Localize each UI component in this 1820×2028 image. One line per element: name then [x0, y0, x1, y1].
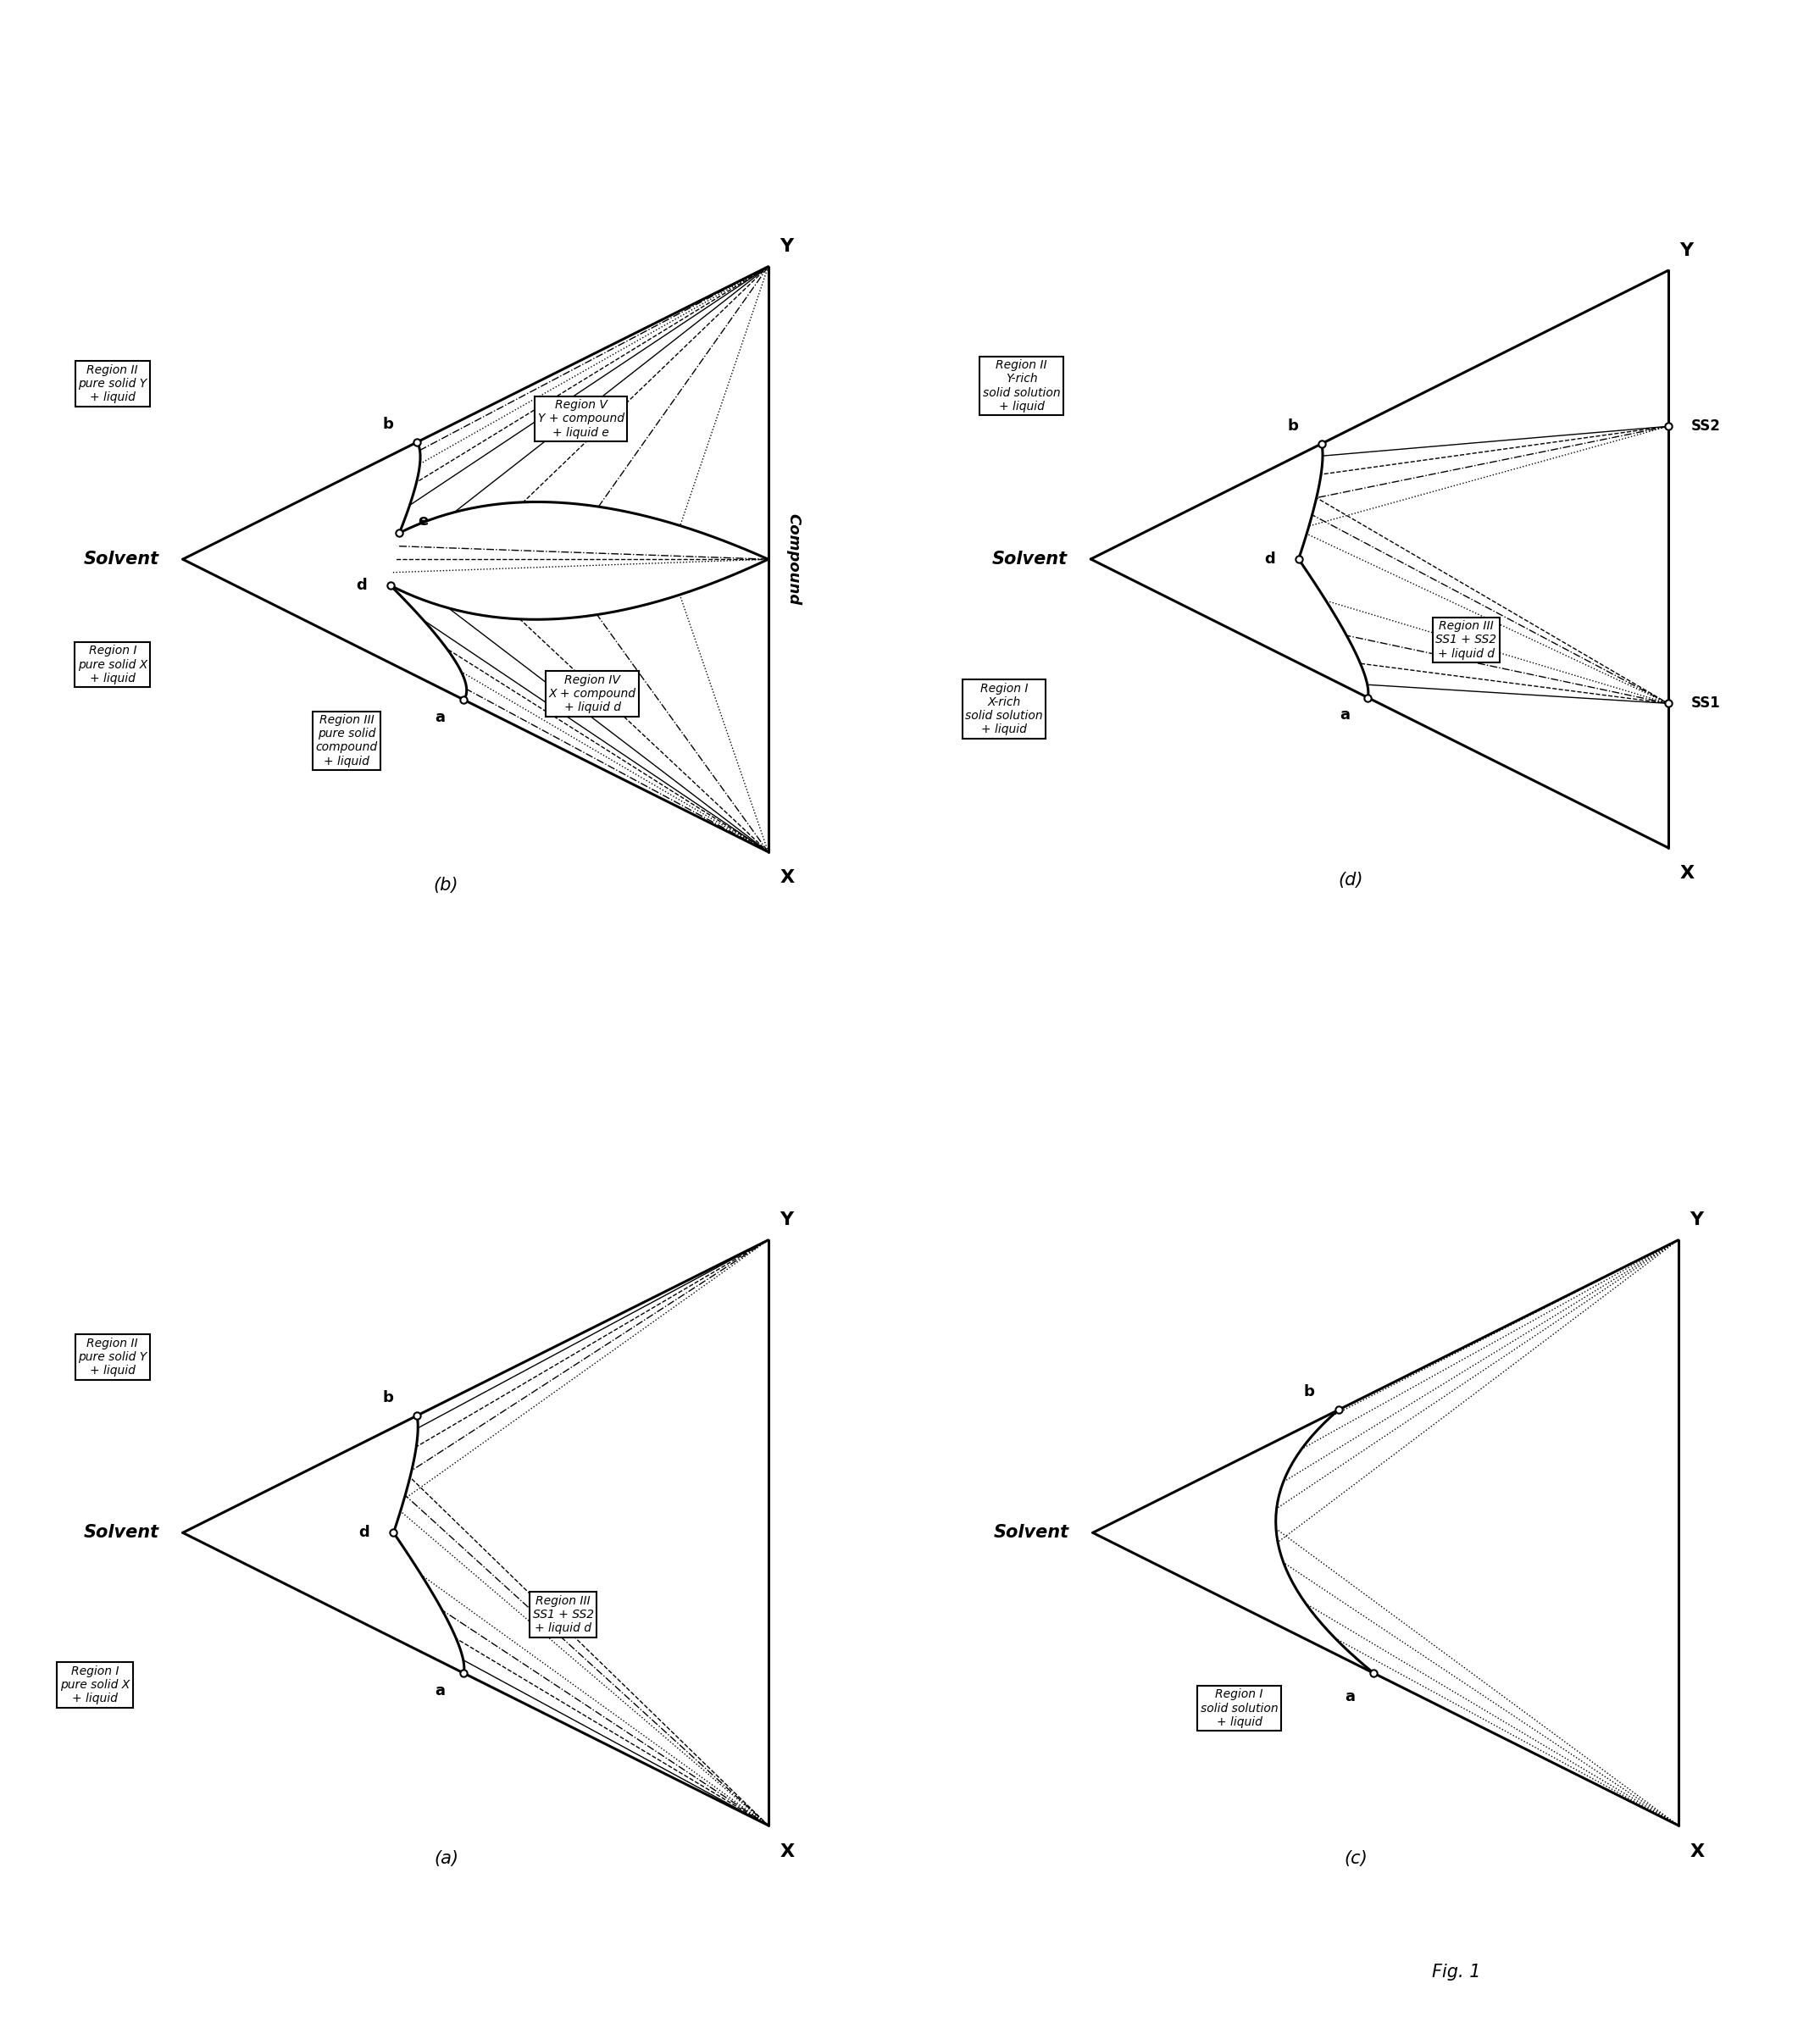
Text: Region V
Y + compound
+ liquid e: Region V Y + compound + liquid e — [537, 400, 624, 438]
Text: Region I
X-rich
solid solution
+ liquid: Region I X-rich solid solution + liquid — [965, 683, 1043, 736]
Text: a: a — [1345, 1689, 1356, 1704]
Text: (b): (b) — [433, 876, 459, 894]
Text: Region I
pure solid X
+ liquid: Region I pure solid X + liquid — [78, 645, 147, 683]
Text: Compound: Compound — [786, 513, 801, 604]
Text: (a): (a) — [433, 1850, 459, 1868]
Text: b: b — [1287, 418, 1298, 434]
Text: Y: Y — [1680, 241, 1693, 260]
Text: Solvent: Solvent — [992, 552, 1068, 568]
Text: SS2: SS2 — [1691, 418, 1720, 434]
Text: d: d — [357, 578, 366, 594]
Text: Solvent: Solvent — [84, 1525, 160, 1541]
Text: Y: Y — [1691, 1211, 1704, 1229]
Text: Region III
SS1 + SS2
+ liquid d: Region III SS1 + SS2 + liquid d — [1436, 621, 1496, 659]
Text: Region II
Y-rich
solid solution
+ liquid: Region II Y-rich solid solution + liquid — [983, 359, 1061, 412]
Text: e: e — [417, 513, 428, 529]
Text: Region II
pure solid Y
+ liquid: Region II pure solid Y + liquid — [78, 363, 147, 404]
Text: Region IV
X + compound
+ liquid d: Region IV X + compound + liquid d — [550, 673, 637, 714]
Text: d: d — [359, 1525, 369, 1541]
Text: b: b — [382, 418, 393, 432]
Text: SS1: SS1 — [1691, 696, 1720, 712]
Text: b: b — [382, 1391, 393, 1405]
Text: Solvent: Solvent — [84, 552, 160, 568]
Text: Region I
pure solid X
+ liquid: Region I pure solid X + liquid — [60, 1665, 129, 1706]
Text: (c): (c) — [1345, 1850, 1369, 1868]
Text: Y: Y — [781, 237, 794, 256]
Text: Region II
pure solid Y
+ liquid: Region II pure solid Y + liquid — [78, 1336, 147, 1377]
Text: Region I
solid solution
+ liquid: Region I solid solution + liquid — [1201, 1689, 1278, 1728]
Text: X: X — [781, 1843, 795, 1860]
Text: a: a — [435, 1683, 446, 1697]
Text: b: b — [1303, 1385, 1314, 1399]
Text: Fig. 1: Fig. 1 — [1432, 1963, 1480, 1981]
Text: Y: Y — [781, 1211, 794, 1229]
Text: X: X — [1680, 866, 1694, 882]
Text: a: a — [1340, 708, 1350, 722]
Text: Solvent: Solvent — [994, 1525, 1070, 1541]
Text: X: X — [781, 870, 795, 886]
Text: Region III
pure solid
compound
+ liquid: Region III pure solid compound + liquid — [315, 714, 379, 767]
Text: d: d — [1265, 552, 1276, 566]
Text: a: a — [435, 710, 446, 724]
Text: X: X — [1691, 1843, 1705, 1860]
Text: (d): (d) — [1338, 872, 1363, 888]
Text: Region III
SS1 + SS2
+ liquid d: Region III SS1 + SS2 + liquid d — [533, 1594, 593, 1635]
